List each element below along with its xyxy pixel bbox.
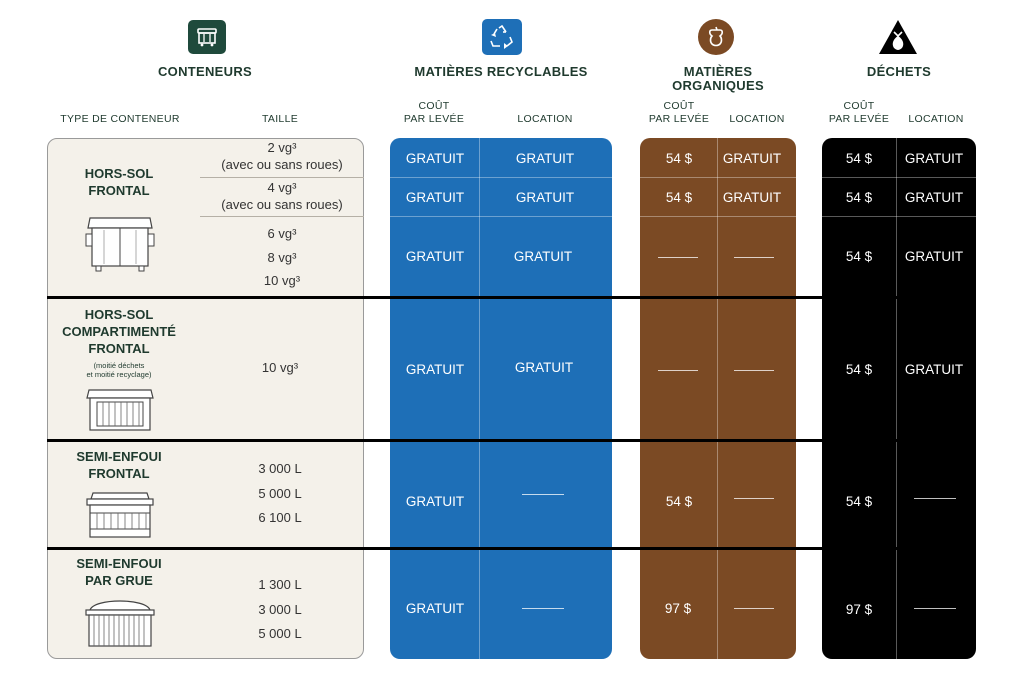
was-rental-cell: GRATUIT [904,361,964,377]
was-rental-empty [914,608,956,609]
row-divider [822,216,976,217]
trash-bag-icon [877,18,919,56]
rec-cost-subheader: COÛT PAR LEVÉE [403,100,465,125]
was-cost-cell: 54 $ [845,361,873,377]
was-rental-subheader: LOCATION [908,113,964,125]
group-separator [47,439,976,442]
rec-cost-cell: GRATUIT [405,150,465,166]
containers-header: CONTENEURS [157,64,252,79]
recyclables-header: MATIÈRES RECYCLABLES [414,64,588,79]
org-divider [717,138,718,659]
waste-panel [822,138,976,659]
container-type-compartimente: HORS-SOL COMPARTIMENTÉ FRONTAL [62,307,176,356]
row-divider [200,216,364,217]
row-divider [390,216,612,217]
org-rental-empty [734,498,774,499]
rec-rental-empty [522,494,564,495]
crane-container-icon [84,594,156,650]
rec-cost-cell: GRATUIT [405,493,465,509]
rec-cost-cell: GRATUIT [405,249,465,264]
organics-header: MATIÈRES ORGANIQUES [672,64,764,93]
was-cost-cell: 54 $ [845,150,873,166]
org-cost-cell: 54 $ [665,189,693,205]
front-load-dumpster-icon [84,212,156,274]
was-rental-empty [914,498,956,499]
container-note: (moitié déchets et moitié recyclage) [86,361,152,379]
row-divider [640,216,796,217]
org-cost-cell: 54 $ [665,150,693,166]
organics-panel [640,138,796,659]
size-cell: 6 vg³ 8 vg³ 10 vg³ [263,226,301,288]
rec-divider [479,138,480,659]
was-divider [896,138,897,659]
org-cost-cell: 54 $ [665,493,693,509]
org-rental-empty [734,257,774,258]
dumpster-icon [188,20,226,54]
rec-rental-cell: GRATUIT [514,359,574,375]
waste-header: DÉCHETS [866,64,932,79]
org-cost-empty [658,257,698,258]
rec-rental-subheader: LOCATION [517,113,573,125]
was-cost-cell: 54 $ [845,493,873,509]
org-rental-empty [734,608,774,609]
org-rental-cell: GRATUIT [722,189,782,205]
row-divider [822,177,976,178]
container-type-semi-enfoui-frontal: SEMI-ENFOUI FRONTAL [76,449,162,481]
size-cell: 1 300 L 3 000 L 5 000 L [258,577,302,641]
type-subheader: TYPE DE CONTENEUR [60,113,180,125]
rec-rental-cell: GRATUIT [515,150,575,166]
size-subheader: TAILLE [261,113,299,125]
size-cell: 2 vg³ (avec ou sans roues) [221,140,343,172]
compartment-dumpster-icon [85,386,155,434]
was-rental-cell: GRATUIT [904,150,964,166]
row-divider [640,177,796,178]
rec-cost-cell: GRATUIT [405,600,465,616]
row-divider [390,177,612,178]
group-separator [47,296,976,299]
was-cost-cell: 54 $ [845,249,873,264]
was-rental-cell: GRATUIT [904,189,964,205]
group-separator [47,547,976,550]
was-cost-cell: 54 $ [845,189,873,205]
row-divider [200,177,364,178]
was-rental-cell: GRATUIT [904,249,964,264]
org-rental-empty [734,370,774,371]
size-cell: 3 000 L 5 000 L 6 100 L [258,461,302,525]
was-cost-cell: 97 $ [845,601,873,617]
container-type-hors-sol-frontal: HORS-SOL FRONTAL [84,166,154,198]
container-type-semi-enfoui-grue: SEMI-ENFOUI PAR GRUE [76,556,162,588]
rec-rental-empty [522,608,564,609]
rec-rental-cell: GRATUIT [515,189,575,205]
semi-buried-frontal-icon [85,489,155,541]
rec-cost-cell: GRATUIT [405,189,465,205]
org-rental-cell: GRATUIT [722,150,782,166]
apple-core-icon [698,19,734,55]
recyclables-panel [390,138,612,659]
rec-rental-cell: GRATUIT [513,249,573,264]
org-cost-empty [658,370,698,371]
org-cost-subheader: COÛT PAR LEVÉE [648,100,710,125]
org-rental-subheader: LOCATION [729,113,785,125]
rec-cost-cell: GRATUIT [405,361,465,377]
size-cell: 10 vg³ [261,360,299,375]
size-cell: 4 vg³ (avec ou sans roues) [221,180,343,212]
org-cost-cell: 97 $ [664,600,692,616]
was-cost-subheader: COÛT PAR LEVÉE [828,100,890,125]
recycle-icon [482,19,522,55]
